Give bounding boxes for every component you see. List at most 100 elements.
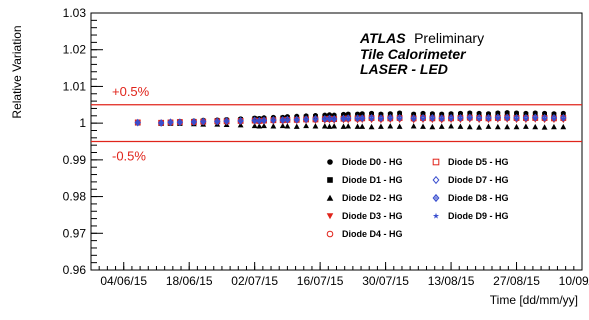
marker-shape — [476, 115, 482, 121]
marker-shape — [457, 115, 464, 121]
legend-item: Diode D0 - HG — [327, 157, 403, 167]
legend-marker — [326, 213, 334, 220]
preliminary-label: Preliminary — [414, 30, 484, 46]
legend-marker — [326, 230, 334, 238]
marker-shape — [135, 119, 141, 126]
data-point — [532, 115, 538, 121]
marker-shape — [476, 114, 483, 122]
marker-shape — [504, 115, 510, 121]
marker-shape — [378, 123, 384, 129]
marker-shape — [261, 122, 267, 129]
data-point — [331, 123, 338, 129]
marker-shape — [368, 123, 375, 130]
marker-shape — [410, 114, 417, 123]
legend-marker — [432, 158, 440, 166]
legend-item: Diode D4 - HG — [326, 229, 403, 239]
marker-shape — [419, 114, 427, 122]
marker-shape — [340, 123, 347, 129]
y-tick-label: 1.03 — [63, 6, 87, 20]
marker-shape — [457, 114, 464, 122]
marker-shape — [158, 119, 164, 126]
marker-shape — [214, 118, 221, 125]
data-point — [522, 123, 529, 129]
marker-shape — [560, 114, 567, 122]
marker-shape — [551, 123, 557, 130]
marker-shape — [410, 115, 417, 122]
legend-label: Diode D3 - HG — [342, 211, 403, 221]
data-point — [293, 123, 300, 129]
data-point — [429, 115, 436, 121]
data-point — [513, 115, 520, 121]
marker-shape — [260, 116, 268, 125]
marker-shape — [432, 158, 440, 166]
legend-item: Diode D8 - HG — [432, 193, 509, 203]
reference-line-label: -0.5% — [112, 149, 146, 164]
x-tick-label: 10/09/15 — [559, 274, 589, 288]
data-point — [387, 115, 394, 121]
data-point — [223, 118, 230, 124]
data-point — [485, 123, 492, 129]
marker-shape — [256, 123, 263, 129]
data-point — [368, 123, 375, 130]
marker-shape — [541, 124, 548, 130]
data-point — [354, 123, 361, 129]
marker-shape — [191, 119, 197, 125]
marker-shape — [396, 123, 403, 129]
marker-shape — [251, 122, 258, 129]
marker-shape — [223, 117, 230, 125]
data-point — [312, 123, 319, 129]
data-point — [303, 116, 309, 122]
marker-shape — [368, 115, 375, 121]
marker-shape — [532, 113, 539, 122]
legend-marker — [327, 177, 333, 183]
marker-shape — [396, 114, 403, 122]
marker-shape — [448, 123, 454, 129]
legend-label: Diode D8 - HG — [448, 193, 509, 203]
data-point — [322, 116, 328, 122]
legend-label: Diode D7 - HG — [448, 175, 509, 185]
legend-label: Diode D2 - HG — [342, 193, 403, 203]
reference-line-label: +0.5% — [112, 84, 150, 99]
marker-shape — [303, 116, 309, 122]
marker-shape — [396, 115, 403, 121]
marker-shape — [387, 114, 394, 122]
marker-shape — [326, 123, 333, 129]
marker-shape — [177, 119, 183, 125]
marker-shape — [284, 123, 291, 129]
legend-label: Diode D4 - HG — [342, 229, 403, 239]
legend-item: Diode D3 - HG — [326, 211, 403, 221]
data-point — [438, 123, 445, 129]
marker-shape — [200, 119, 206, 125]
x-tick-label: 30/07/15 — [362, 274, 409, 288]
marker-shape — [432, 212, 440, 219]
marker-shape — [368, 114, 375, 122]
marker-shape — [326, 230, 334, 238]
marker-shape — [504, 123, 511, 130]
data-point — [541, 124, 548, 130]
data-point — [340, 123, 347, 129]
data-point — [261, 117, 267, 123]
marker-shape — [312, 123, 319, 129]
marker-shape — [167, 119, 174, 125]
data-point — [494, 123, 501, 130]
y-tick-label: 0.96 — [63, 263, 87, 277]
data-point — [551, 123, 557, 130]
marker-shape — [345, 114, 352, 123]
marker-shape — [438, 114, 445, 123]
marker-shape — [551, 115, 557, 121]
marker-shape — [550, 114, 557, 122]
data-point — [270, 117, 277, 123]
marker-shape — [284, 117, 291, 123]
legend-item: Diode D1 - HG — [327, 175, 403, 185]
marker-shape — [331, 115, 338, 123]
marker-shape — [345, 115, 351, 122]
x-tick-label: 13/08/15 — [428, 274, 475, 288]
marker-shape — [485, 115, 492, 121]
reference-lines: +0.5% -0.5% — [91, 84, 582, 164]
data-point — [251, 122, 258, 129]
marker-shape — [504, 113, 511, 122]
data-point — [410, 123, 417, 129]
data-point — [321, 123, 328, 129]
marker-shape — [214, 117, 221, 126]
